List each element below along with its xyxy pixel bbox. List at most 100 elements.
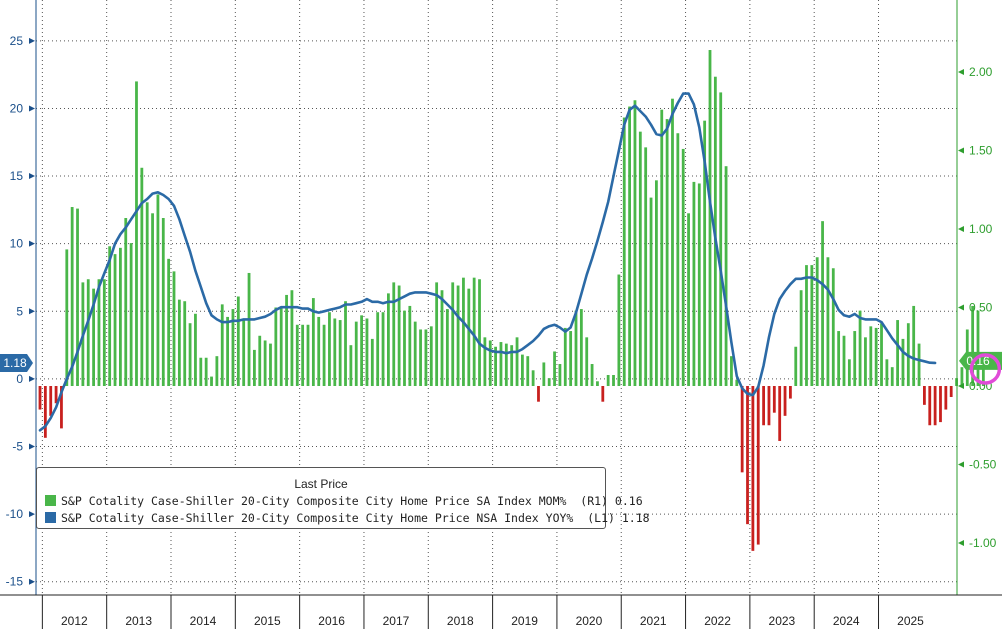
mom-bar bbox=[703, 120, 707, 387]
mom-bar bbox=[521, 354, 524, 386]
left-tick-mark bbox=[29, 511, 35, 518]
mom-bar bbox=[821, 221, 824, 386]
x-tick-label: 2014 bbox=[190, 614, 217, 628]
highlight-circle bbox=[969, 353, 1002, 385]
mom-bar bbox=[874, 327, 878, 386]
mom-bar bbox=[424, 329, 428, 386]
mom-bar bbox=[285, 294, 288, 386]
mom-bar bbox=[242, 320, 246, 386]
left-tick-mark bbox=[29, 443, 35, 450]
legend: Last Price S&P Cotality Case-Shiller 20-… bbox=[36, 467, 650, 529]
mom-bar bbox=[483, 337, 487, 386]
x-tick-label: 2013 bbox=[125, 614, 152, 628]
right-tick-label: -1.00 bbox=[969, 536, 997, 550]
x-tick-label: 2022 bbox=[704, 614, 731, 628]
mom-bar bbox=[971, 305, 975, 386]
right-tick-mark bbox=[958, 304, 964, 311]
mom-bar bbox=[746, 386, 749, 525]
mom-bar bbox=[853, 331, 857, 386]
mom-bar bbox=[279, 307, 283, 386]
yoy-line bbox=[38, 92, 937, 432]
right-tick-label: 1.50 bbox=[969, 144, 993, 158]
mom-bar bbox=[102, 279, 106, 386]
x-tick-label: 2025 bbox=[897, 614, 924, 628]
mom-bar bbox=[708, 50, 712, 387]
mom-bar bbox=[510, 345, 514, 386]
mom-bar bbox=[944, 386, 948, 410]
mom-bar bbox=[617, 274, 621, 386]
x-tick-label: 2021 bbox=[640, 614, 667, 628]
mom-bar bbox=[488, 340, 492, 386]
mom-bar bbox=[655, 180, 658, 386]
mom-bar bbox=[76, 208, 79, 386]
right-axis-ticks: 2.001.501.000.500.00-0.50-1.00 bbox=[958, 65, 997, 550]
mom-bar bbox=[740, 386, 744, 473]
mom-bar bbox=[49, 386, 53, 416]
mom-bar bbox=[360, 315, 363, 386]
mom-bar bbox=[365, 318, 369, 386]
left-tick-mark bbox=[29, 240, 35, 247]
mom-bar bbox=[129, 243, 133, 386]
mom-bar bbox=[354, 321, 358, 386]
mom-bar bbox=[392, 282, 396, 386]
mom-bar bbox=[939, 386, 942, 423]
mom-bar bbox=[869, 326, 873, 386]
legend-item-yoy: S&P Cotality Case-Shiller 20-City Compos… bbox=[45, 511, 650, 525]
mom-bar bbox=[370, 338, 374, 386]
mom-bar bbox=[880, 323, 883, 386]
mom-bar bbox=[665, 119, 669, 386]
last-value-markers: 1.18 0.16 bbox=[0, 351, 1002, 385]
mom-bar bbox=[751, 386, 755, 551]
left-tick-label: 20 bbox=[10, 101, 24, 115]
mom-bar bbox=[590, 364, 594, 386]
mom-bar bbox=[531, 370, 535, 386]
mom-bar bbox=[767, 386, 771, 426]
mom-bar bbox=[43, 386, 47, 438]
mom-bar bbox=[612, 375, 615, 386]
mom-bar bbox=[253, 349, 256, 386]
mom-bar bbox=[735, 379, 739, 386]
legend-last-yoy: 1.18 bbox=[621, 511, 650, 525]
mom-bar bbox=[762, 386, 765, 426]
mom-bar bbox=[981, 360, 985, 386]
mom-bar bbox=[328, 312, 331, 386]
mom-bar bbox=[344, 301, 347, 386]
mom-bar bbox=[789, 386, 792, 399]
mom-bar bbox=[901, 338, 905, 386]
x-tick-label: 2017 bbox=[383, 614, 410, 628]
mom-bar bbox=[113, 254, 117, 386]
mom-bar bbox=[778, 386, 782, 441]
mom-bar bbox=[188, 323, 192, 386]
right-tick-label: 0.50 bbox=[969, 301, 993, 315]
mom-bar bbox=[847, 359, 851, 386]
right-tick-mark bbox=[958, 226, 964, 232]
mom-bar bbox=[220, 304, 224, 386]
legend-label-yoy: S&P Cotality Case-Shiller 20-City Compos… bbox=[61, 511, 574, 525]
mom-bar bbox=[794, 346, 798, 386]
mom-bar bbox=[156, 194, 160, 386]
mom-bar bbox=[719, 92, 723, 386]
mom-bar bbox=[92, 288, 95, 386]
mom-bar bbox=[172, 271, 176, 386]
mom-bar bbox=[633, 100, 637, 386]
mom-bar bbox=[858, 310, 862, 386]
x-tick-label: 2024 bbox=[833, 614, 860, 628]
x-tick-label: 2015 bbox=[254, 614, 281, 628]
mom-bar bbox=[338, 320, 342, 386]
mom-bar bbox=[317, 316, 321, 386]
mom-bar bbox=[440, 290, 444, 386]
mom-bar bbox=[826, 257, 830, 386]
mom-bars bbox=[38, 50, 985, 551]
left-tick-label: 15 bbox=[10, 169, 24, 183]
mom-bar bbox=[504, 343, 508, 386]
mom-bar bbox=[563, 327, 567, 386]
mom-bar bbox=[805, 265, 808, 386]
mom-bar bbox=[124, 218, 128, 386]
mom-bar bbox=[145, 202, 149, 386]
mom-bar bbox=[210, 376, 213, 386]
mom-bar bbox=[177, 299, 181, 386]
mom-bar bbox=[403, 310, 406, 386]
mom-bar bbox=[660, 109, 664, 387]
x-tick-label: 2020 bbox=[576, 614, 603, 628]
mom-bar bbox=[542, 362, 546, 386]
